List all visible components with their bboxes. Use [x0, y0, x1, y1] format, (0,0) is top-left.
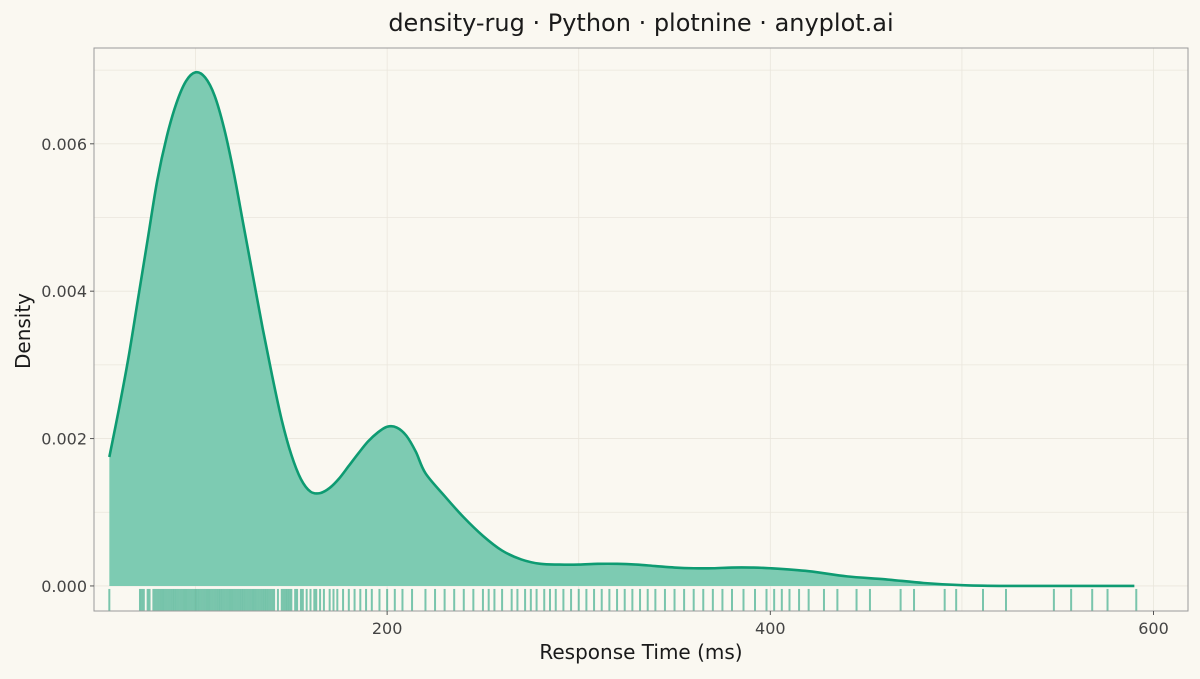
x-axis-label: Response Time (ms): [539, 640, 742, 664]
x-tick-label: 600: [1138, 619, 1169, 638]
density-line: [108, 70, 1135, 588]
y-axis-label: Density: [11, 293, 35, 369]
y-axis-ticks: 0.000 0.002 0.004 0.006: [41, 135, 94, 596]
x-tick-label: 200: [372, 619, 403, 638]
density-area: [109, 72, 1135, 587]
y-tick-label: 0.002: [41, 430, 87, 449]
rug-group: [108, 588, 1138, 611]
y-tick-label: 0.000: [41, 577, 87, 596]
x-axis-ticks: 200 400 600: [372, 611, 1169, 638]
y-tick-label: 0.006: [41, 135, 87, 154]
x-tick-label: 400: [755, 619, 786, 638]
chart-title: density-rug · Python · plotnine · anyplo…: [388, 9, 893, 37]
y-tick-label: 0.004: [41, 282, 87, 301]
density-area-group: [108, 70, 1135, 588]
panel-border: [93, 47, 1189, 612]
